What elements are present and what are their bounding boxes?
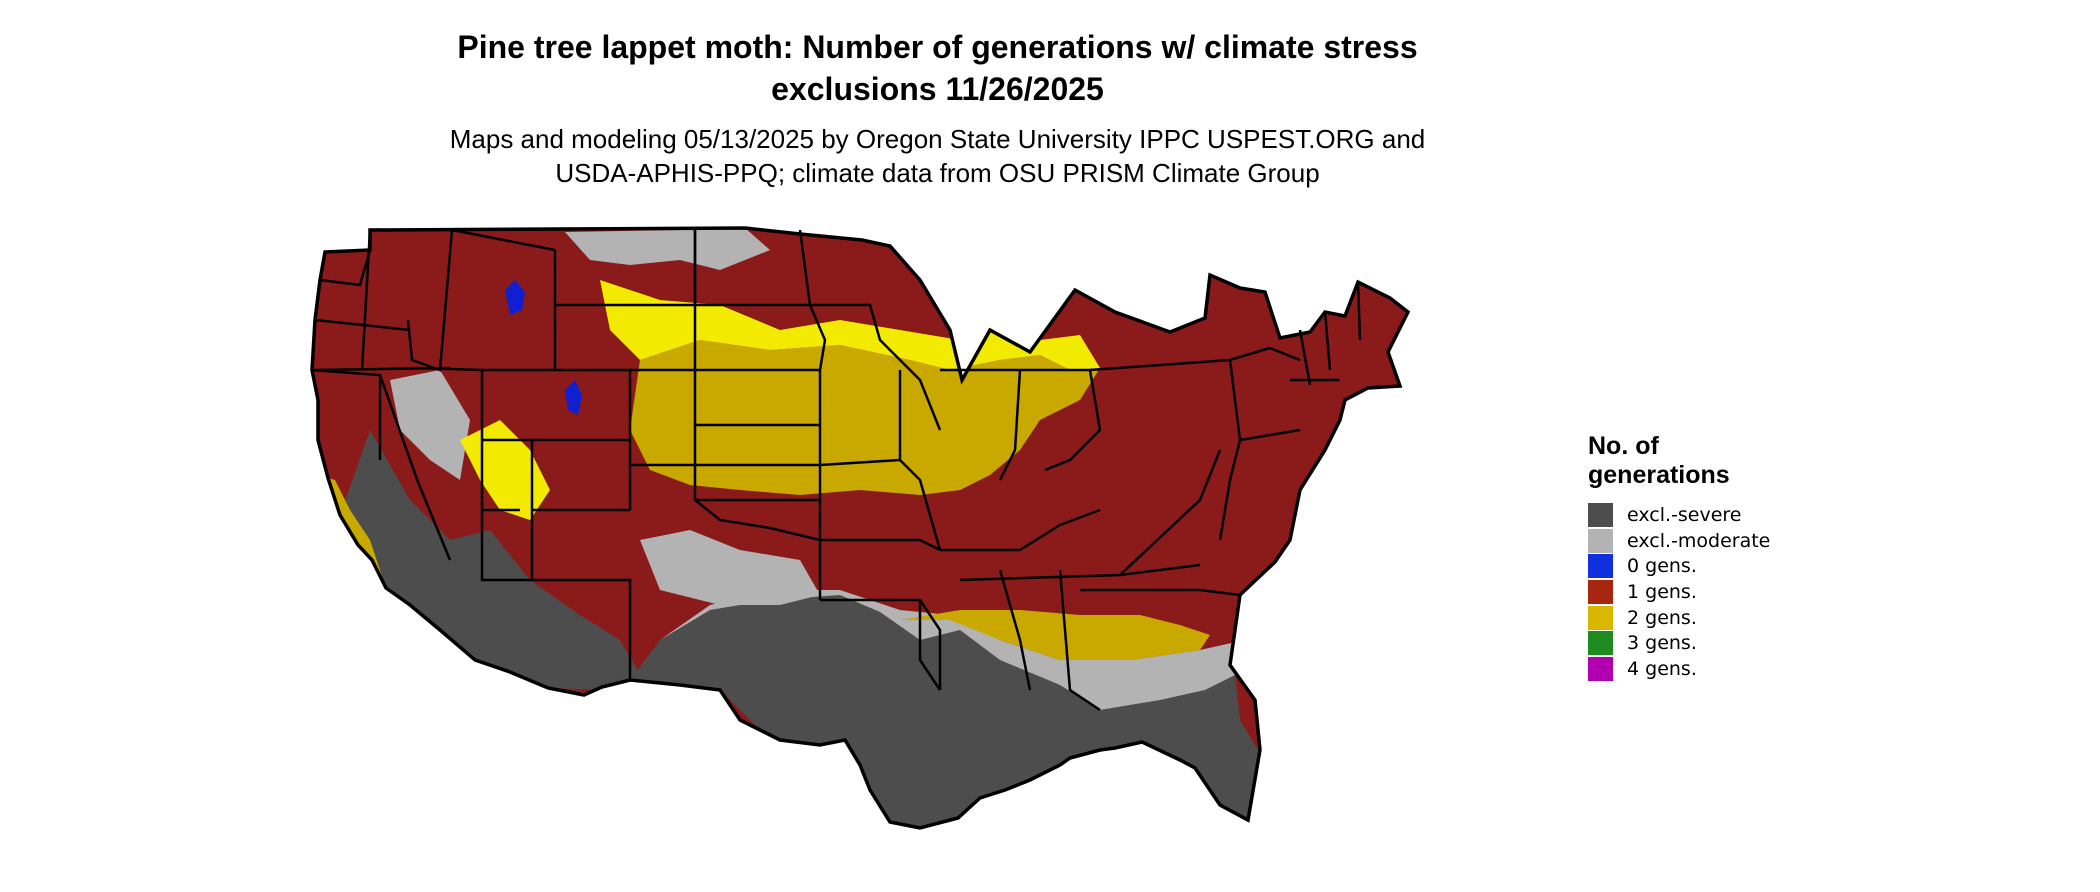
legend-item: 2 gens. — [1588, 605, 1770, 631]
legend-swatch-4-gens — [1588, 656, 1613, 681]
three-gen-region-coast — [1238, 640, 1260, 675]
legend-label: 2 gens. — [1627, 606, 1697, 629]
moderate-region-kansas — [640, 530, 820, 605]
legend-label: 0 gens. — [1627, 555, 1697, 578]
severe-region-texas-south — [630, 595, 1258, 828]
map-title: Pine tree lappet moth: Number of generat… — [380, 26, 1495, 110]
legend-label: excl.-moderate — [1627, 529, 1771, 552]
generations-legend: No. of generations excl.-severe excl.-mo… — [1588, 432, 1770, 682]
legend-item: excl.-moderate — [1588, 528, 1770, 554]
zero-gen-region-wyoming — [505, 280, 525, 315]
moderate-region-dakotas — [565, 228, 770, 270]
legend-label: 4 gens. — [1627, 657, 1697, 680]
state-lines-east — [959, 281, 1362, 712]
legend-item: 4 gens. — [1588, 656, 1770, 682]
zero-gen-region-colorado — [565, 380, 582, 415]
moderate-region-south — [660, 590, 1245, 710]
subtitle-line-1: Maps and modeling 05/13/2025 by Oregon S… — [449, 124, 1426, 154]
legend-swatch-2-gens — [1588, 605, 1613, 630]
legend-label: 3 gens. — [1627, 632, 1697, 655]
moderate-region-nevada — [390, 370, 470, 480]
subtitle-line-2: USDA-APHIS-PPQ; climate data from OSU PR… — [555, 158, 1320, 188]
title-line-1: Pine tree lappet moth: Number of generat… — [457, 29, 1418, 65]
legend-swatch-0-gens — [1588, 554, 1613, 579]
legend-item: excl.-severe — [1588, 502, 1770, 528]
state-lines — [311, 228, 1362, 712]
severe-region-southwest — [340, 430, 645, 690]
legend-title-line-2: generations — [1588, 461, 1730, 489]
two-gen-region-southeast — [900, 610, 1210, 660]
legend-label: excl.-severe — [1627, 503, 1742, 526]
two-gen-region-west-coast — [328, 478, 386, 588]
legend-title-line-1: No. of — [1588, 432, 1659, 460]
map-subtitle: Maps and modeling 05/13/2025 by Oregon S… — [380, 122, 1495, 190]
legend-swatch-3-gens — [1588, 631, 1613, 656]
legend-item: 0 gens. — [1588, 553, 1770, 579]
legend-item: 3 gens. — [1588, 630, 1770, 656]
legend-label: 1 gens. — [1627, 580, 1697, 603]
state-lines-midwest — [810, 303, 1102, 691]
generation-regions — [312, 228, 1408, 828]
legend-swatch-excl-severe — [1588, 502, 1613, 527]
us-generations-map — [310, 226, 1410, 830]
two-gen-region-central — [630, 340, 1100, 495]
legend-swatch-1-gens — [1588, 579, 1613, 604]
title-line-2: exclusions 11/26/2025 — [771, 71, 1104, 107]
legend-title: No. of generations — [1588, 432, 1770, 490]
legend-swatch-excl-moderate — [1588, 528, 1613, 553]
legend-item: 1 gens. — [1588, 579, 1770, 605]
